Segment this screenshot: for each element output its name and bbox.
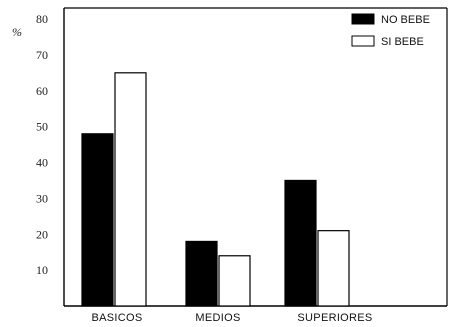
bars-group [81, 72, 350, 307]
y-unit-label: % [12, 25, 22, 39]
y-tick-label: 80 [36, 12, 48, 26]
y-tick-labels: 10 20 30 40 50 60 70 80 [36, 12, 48, 277]
category-label-basicos: BASICOS [91, 312, 142, 324]
legend-swatch-no-bebe [351, 13, 375, 25]
legend-label-si-bebe: SI BEBE [381, 36, 424, 48]
category-label-superiores: SUPERIORES [297, 312, 372, 324]
y-tick-label: 40 [36, 156, 48, 170]
bar-basicos-no-bebe [81, 133, 114, 307]
y-tick-label: 70 [36, 48, 48, 62]
bar-medios-no-bebe [185, 240, 218, 307]
bar-superiores-no-bebe [284, 179, 317, 307]
category-labels: BASICOS MEDIOS SUPERIORES [91, 312, 372, 324]
y-tick-label: 10 [36, 263, 48, 277]
legend-label-no-bebe: NO BEBE [381, 14, 430, 26]
legend: NO BEBE SI BEBE [351, 13, 430, 48]
category-label-medios: MEDIOS [195, 312, 240, 324]
bar-medios-si-bebe [218, 255, 251, 307]
y-tick-label: 50 [36, 120, 48, 134]
bar-basicos-si-bebe [114, 72, 147, 307]
legend-swatch-si-bebe [351, 35, 375, 47]
bar-superiores-si-bebe [317, 230, 350, 307]
y-tick-label: 30 [36, 191, 48, 205]
y-tick-label: 20 [36, 227, 48, 241]
y-tick-label: 60 [36, 84, 48, 98]
